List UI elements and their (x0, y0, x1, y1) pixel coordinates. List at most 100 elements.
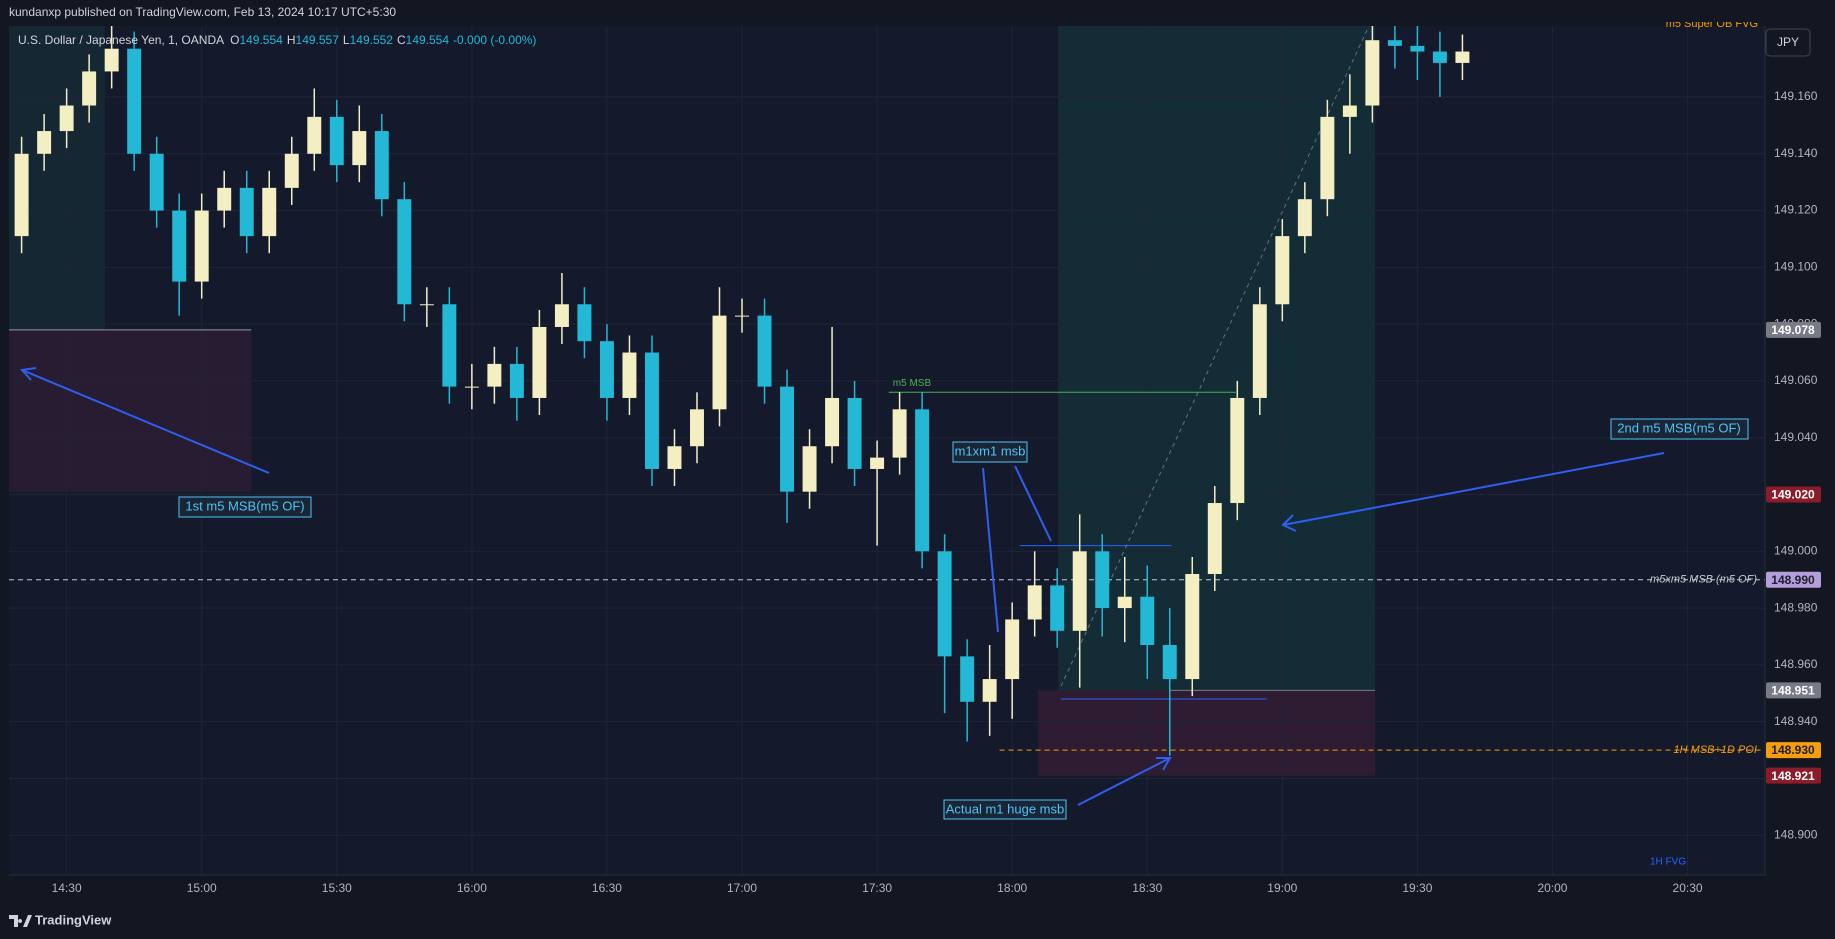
y-tick-label: 148.960 (1774, 657, 1818, 671)
x-tick-label: 15:00 (187, 881, 217, 895)
candle-body (1297, 199, 1312, 237)
annotation-text: 1st m5 MSB(m5 OF) (185, 498, 304, 513)
candle-body (1117, 596, 1132, 609)
annotation-second: 2nd m5 MSB(m5 OF) (1281, 418, 1749, 532)
arrow-head (1281, 514, 1297, 532)
candle-body (915, 409, 930, 552)
currency-button[interactable] (1765, 28, 1811, 57)
x-tick-label: 18:00 (997, 881, 1027, 895)
x-tick-label: 20:30 (1673, 881, 1703, 895)
y-tick-label: 149.120 (1774, 203, 1818, 217)
currency[interactable]: JPY (1777, 35, 1799, 49)
candle-body (1185, 574, 1200, 680)
price-badge-label: 148.921 (1771, 769, 1815, 783)
candle-body (1252, 304, 1267, 398)
zone (1038, 690, 1376, 776)
annotation-box (943, 799, 1067, 820)
candle-body (1410, 45, 1425, 52)
candle-body (870, 457, 885, 469)
x-tick-label: 17:30 (862, 881, 892, 895)
candle-body (397, 199, 412, 305)
candle-body (487, 363, 502, 387)
candle-body (644, 352, 659, 469)
y-tick-label: 149.140 (1774, 146, 1818, 160)
x-tick-label: 20:00 (1537, 881, 1567, 895)
y-tick-label: 148.940 (1774, 714, 1818, 728)
candle-body (599, 341, 614, 398)
grid (9, 26, 1765, 875)
candle-body (577, 304, 592, 342)
annotation-first: 1st m5 MSB(m5 OF) (20, 367, 312, 518)
segments: m5 MSB m5xm5 MSB (m5 OF) 1H MSB+1D POI (9, 329, 1765, 756)
x-tick-label: 18:30 (1132, 881, 1162, 895)
candle-body (892, 409, 907, 458)
price-badge (1766, 486, 1821, 503)
candle-body (82, 71, 97, 106)
candle-body (847, 397, 862, 469)
price-badge-label: 148.951 (1771, 684, 1815, 698)
x-tick-label: 19:00 (1267, 881, 1297, 895)
ohlc-value: 149.554 (239, 33, 283, 47)
price-badge-label: 148.990 (1771, 573, 1815, 587)
price-badge (1766, 767, 1821, 784)
ohlc-value: 149.554 (406, 33, 450, 47)
brand: TradingView (35, 912, 112, 927)
candle-body (262, 187, 277, 237)
price-badge (1766, 742, 1821, 759)
arrow-head (1156, 757, 1172, 771)
candle-body (307, 116, 322, 154)
candle-body (104, 48, 119, 72)
arrow (21, 369, 270, 474)
candle-body (14, 153, 29, 237)
x-tick-labels: 14:30 15:00 15:30 16:00 16:30 17:00 17:30 18:00… (52, 881, 1703, 895)
candle-body (1050, 585, 1065, 631)
x-tick-label: 15:30 (322, 881, 352, 895)
annotation-m1: m1xm1 msb (952, 441, 1052, 633)
candle-body (149, 153, 164, 211)
arrow (1282, 452, 1665, 526)
price-badges: 149.078 149.020 148.990 148.951 148.930 148.9… (1766, 321, 1821, 784)
candle-body (1432, 51, 1447, 63)
candle-body (1275, 236, 1290, 305)
candle-body (59, 105, 74, 132)
candle-body (982, 679, 997, 702)
price-badge (1766, 321, 1821, 338)
price-axis (1765, 26, 1835, 875)
trend-line (1060, 25, 1370, 687)
price-badge-label: 149.078 (1771, 323, 1815, 337)
level-label: 1H MSB+1D POI (1674, 744, 1757, 756)
pointer-line (982, 467, 999, 633)
arrow-head (20, 367, 37, 381)
y-tick-label: 149.000 (1774, 543, 1818, 557)
price-badge (1766, 571, 1821, 588)
price-badge-label: 148.930 (1771, 743, 1815, 757)
candle-body (442, 304, 457, 387)
candle-body (780, 386, 795, 492)
candle-body (127, 48, 142, 154)
annotation-text: m1xm1 msb (955, 443, 1026, 458)
publisher: kundanxp published on TradingView.com, F… (9, 5, 396, 19)
candle-body (1005, 619, 1020, 680)
pointer-line (1014, 465, 1052, 542)
ohlc-key: H (287, 33, 296, 47)
candle-body (172, 210, 187, 282)
candle-body (1027, 585, 1042, 620)
candle-body (554, 304, 569, 327)
candle-body (1095, 551, 1110, 609)
y-tick-label: 149.060 (1774, 373, 1818, 387)
candle-body (352, 131, 367, 166)
candle-body (667, 446, 682, 469)
candle-body (1320, 116, 1335, 200)
candle-body (1365, 40, 1380, 106)
zone (9, 329, 252, 492)
candle-body (825, 397, 840, 447)
candle-body (217, 187, 232, 211)
ohlc-value: 149.552 (350, 33, 394, 47)
candle-body (239, 187, 254, 237)
ohlc-key: L (343, 33, 350, 47)
candle-body (1072, 551, 1087, 631)
header-bar (0, 0, 1835, 22)
candle-body (937, 551, 952, 657)
candle-body (712, 315, 727, 410)
candle-body (37, 131, 52, 154)
